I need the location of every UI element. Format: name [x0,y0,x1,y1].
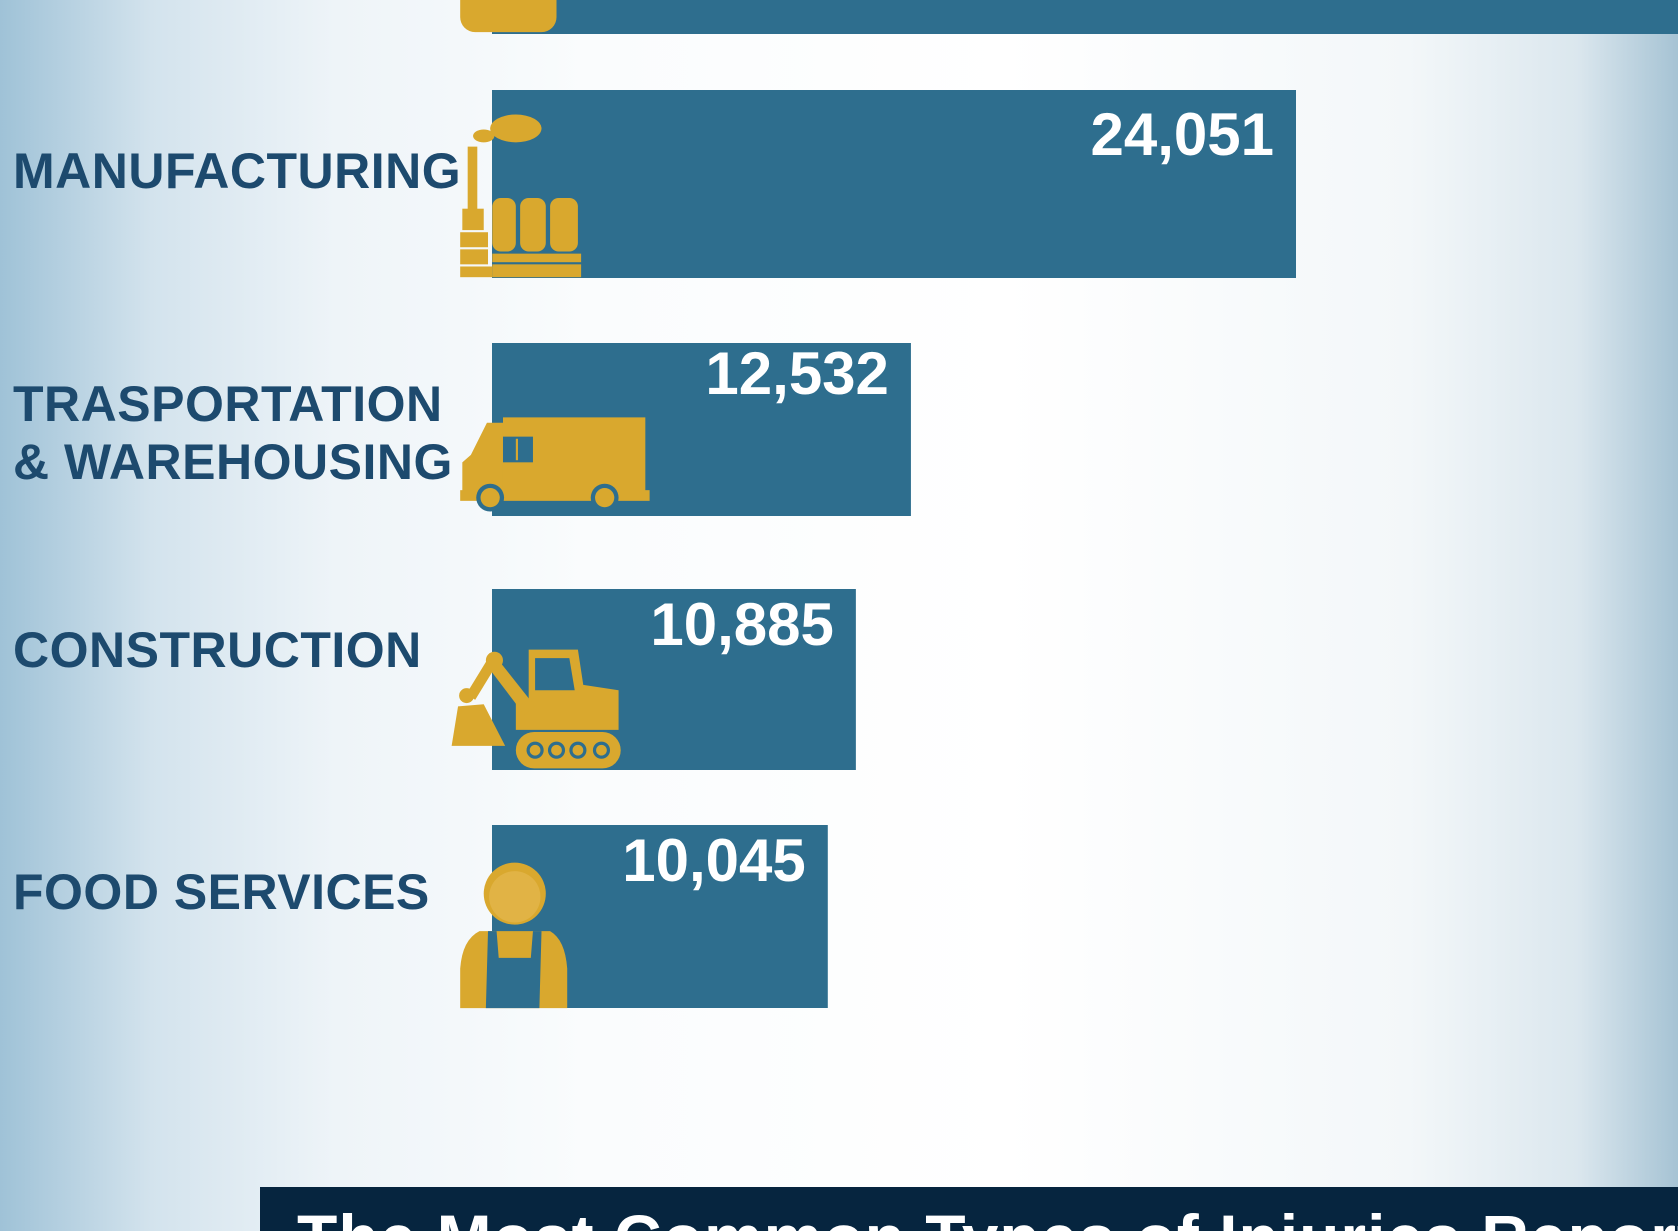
icons [451,0,650,1009]
banner [260,1187,1678,1231]
cut-off-bar [492,0,1678,34]
banner-text: The Most Common Types of Injuries Report… [297,1201,1678,1231]
category-label: CONSTRUCTION [13,622,422,678]
cut-off-icon [460,0,557,33]
excavator-icon [451,649,621,769]
value-label: 10,885 [650,591,834,658]
cook-icon [460,862,568,1009]
value-label: 10,045 [622,827,806,894]
truck-icon [460,417,650,512]
category-label: FOOD SERVICES [13,864,430,920]
category-label: TRASPORTATION & WAREHOUSING [13,376,453,490]
value-label: 24,051 [1090,101,1274,168]
factory-icon [460,114,582,278]
value-label: 12,532 [705,340,889,407]
category-label: MANUFACTURING [13,143,462,199]
bar [492,90,1296,278]
